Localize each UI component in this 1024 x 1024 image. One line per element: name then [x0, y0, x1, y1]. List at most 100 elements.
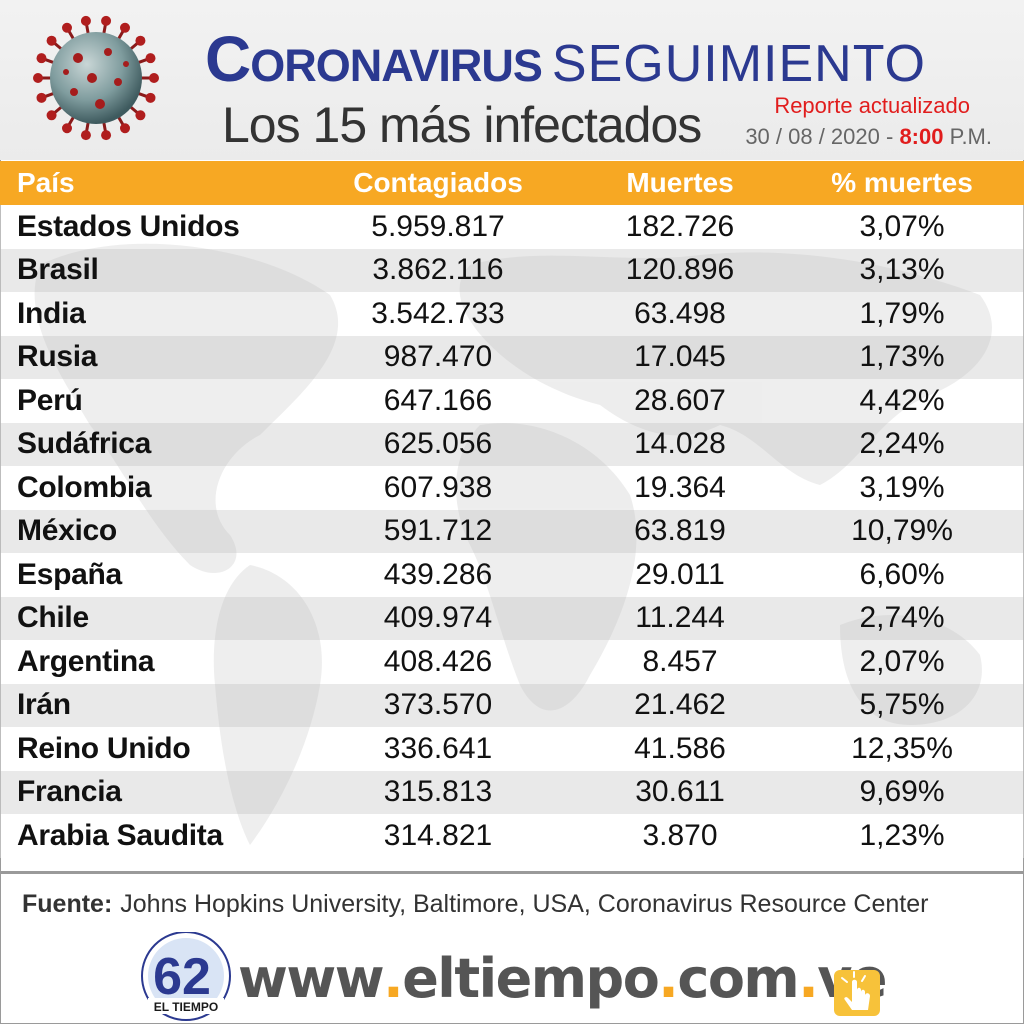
cell-contagiados: 607.938: [383, 470, 493, 504]
cell-pais: Sudáfrica: [17, 427, 152, 461]
cell-muertes: 14.028: [634, 427, 726, 461]
cell-pais: Brasil: [17, 253, 99, 287]
table-row: Argentina 408.426 8.457 2,07%: [0, 640, 1024, 684]
cell-contagiados: 315.813: [383, 775, 493, 809]
cell-pct: 1,79%: [859, 296, 945, 330]
url-dot: .: [383, 946, 404, 1010]
cell-pais: India: [17, 296, 86, 330]
cell-contagiados: 647.166: [383, 383, 493, 417]
cell-pct: 1,73%: [859, 340, 945, 374]
cell-muertes: 29.011: [635, 557, 725, 591]
cell-pct: 9,69%: [859, 775, 945, 809]
table-row: México 591.712 63.819 10,79%: [0, 509, 1024, 553]
cell-pais: España: [17, 557, 122, 591]
cell-contagiados: 373.570: [383, 688, 493, 722]
table-row: Sudáfrica 625.056 14.028 2,24%: [0, 422, 1024, 466]
cell-muertes: 63.819: [634, 514, 726, 548]
cell-contagiados: 409.974: [383, 601, 493, 635]
table-row: Francia 315.813 30.611 9,69%: [0, 770, 1024, 814]
cell-muertes: 28.607: [634, 383, 726, 417]
website-url[interactable]: www.eltiempo.com.ve: [238, 938, 888, 1018]
url-dot: .: [658, 946, 679, 1010]
url-part-com: com: [677, 946, 799, 1010]
el-tiempo-logo: 62 EL TIEMPO: [141, 932, 231, 1021]
report-date: 30 / 08 / 2020 - 8:00 P.M.: [745, 124, 992, 150]
title-secondary: SEGUIMIENTO: [551, 35, 926, 93]
cell-contagiados: 3.542.733: [371, 296, 505, 330]
table-row: Chile 409.974 11.244 2,74%: [0, 596, 1024, 640]
cell-pct: 10,79%: [851, 514, 953, 548]
cell-pais: Colombia: [17, 470, 152, 504]
cell-pct: 12,35%: [851, 731, 953, 765]
table-row: Arabia Saudita 314.821 3.870 1,23%: [0, 814, 1024, 858]
cell-pct: 3,19%: [859, 470, 945, 504]
table-row: Perú 647.166 28.607 4,42%: [0, 379, 1024, 423]
table-body: Estados Unidos 5.959.817 182.726 3,07% Bras…: [0, 205, 1024, 858]
table-header: País Contagiados Muertes % muertes: [0, 161, 1024, 205]
cell-pais: Estados Unidos: [17, 209, 240, 243]
url-part-domain: eltiempo: [402, 946, 660, 1010]
cell-pais: Irán: [17, 688, 71, 722]
table-row: España 439.286 29.011 6,60%: [0, 553, 1024, 597]
url-part-www: www: [238, 946, 385, 1010]
date-value: 30 / 08 / 2020 -: [745, 124, 894, 149]
header-pais: País: [17, 167, 75, 198]
cell-contagiados: 625.056: [383, 427, 493, 461]
cell-pct: 4,42%: [859, 383, 945, 417]
header-contagiados: Contagiados: [353, 167, 523, 198]
table-row: Reino Unido 336.641 41.586 12,35%: [0, 727, 1024, 771]
cell-contagiados: 314.821: [383, 818, 493, 852]
cell-muertes: 3.870: [642, 818, 718, 852]
table-row: Rusia 987.470 17.045 1,73%: [0, 335, 1024, 379]
data-table: País Contagiados Muertes % muertes Estad…: [0, 161, 1024, 866]
logo-text: EL TIEMPO: [154, 1000, 218, 1014]
time-value: 8:00: [899, 124, 944, 149]
cell-contagiados: 3.862.116: [372, 253, 504, 287]
cell-contagiados: 591.712: [383, 514, 493, 548]
cell-muertes: 11.244: [635, 601, 725, 635]
url-dot: .: [798, 946, 819, 1010]
cell-pct: 3,13%: [859, 253, 945, 287]
title-main: Coronavirus: [205, 23, 543, 95]
cell-pais: Chile: [17, 601, 89, 635]
logo-number: 62: [153, 948, 211, 1006]
table-row: Colombia 607.938 19.364 3,19%: [0, 466, 1024, 510]
cell-pais: Perú: [17, 383, 83, 417]
page-title: Coronavirus SEGUIMIENTO: [205, 22, 926, 96]
cell-pct: 2,07%: [859, 644, 945, 678]
cell-muertes: 30.611: [635, 775, 725, 809]
page-subtitle: Los 15 más infectados: [222, 97, 702, 153]
cell-contagiados: 987.470: [383, 340, 493, 374]
cell-pct: 2,74%: [859, 601, 945, 635]
cell-pct: 1,23%: [859, 818, 945, 852]
header: Coronavirus SEGUIMIENTO Los 15 más infect…: [0, 0, 1024, 160]
click-hand-icon: [834, 970, 880, 1016]
cell-pais: Francia: [17, 775, 122, 809]
report-label: Reporte actualizado: [774, 93, 970, 118]
footer: 62 EL TIEMPO www.eltiempo.com.ve: [0, 932, 1024, 1024]
coronavirus-icon: [33, 15, 159, 141]
table-row: Brasil 3.862.116 120.896 3,13%: [0, 248, 1024, 292]
cell-pct: 2,24%: [859, 427, 945, 461]
source-label: Fuente:: [22, 889, 113, 918]
cell-muertes: 182.726: [625, 209, 735, 243]
cell-contagiados: 336.641: [383, 731, 493, 765]
cell-pais: Reino Unido: [17, 731, 191, 765]
cell-pais: Rusia: [17, 340, 98, 374]
cell-contagiados: 5.959.817: [371, 209, 505, 243]
source-line: Fuente: Johns Hopkins University, Baltim…: [0, 871, 1024, 934]
cell-pct: 5,75%: [859, 688, 945, 722]
cell-contagiados: 408.426: [383, 644, 493, 678]
cell-contagiados: 439.286: [383, 557, 493, 591]
cell-muertes: 19.364: [634, 470, 726, 504]
cell-muertes: 17.045: [634, 340, 726, 374]
table-row: India 3.542.733 63.498 1,79%: [0, 292, 1024, 336]
cell-pct: 6,60%: [859, 557, 945, 591]
cell-pais: Arabia Saudita: [17, 818, 223, 852]
cell-muertes: 8.457: [642, 644, 718, 678]
cell-pais: México: [17, 514, 117, 548]
cell-muertes: 63.498: [634, 296, 726, 330]
table-row: Irán 373.570 21.462 5,75%: [0, 683, 1024, 727]
cell-pais: Argentina: [17, 644, 155, 678]
cell-muertes: 41.586: [634, 731, 726, 765]
